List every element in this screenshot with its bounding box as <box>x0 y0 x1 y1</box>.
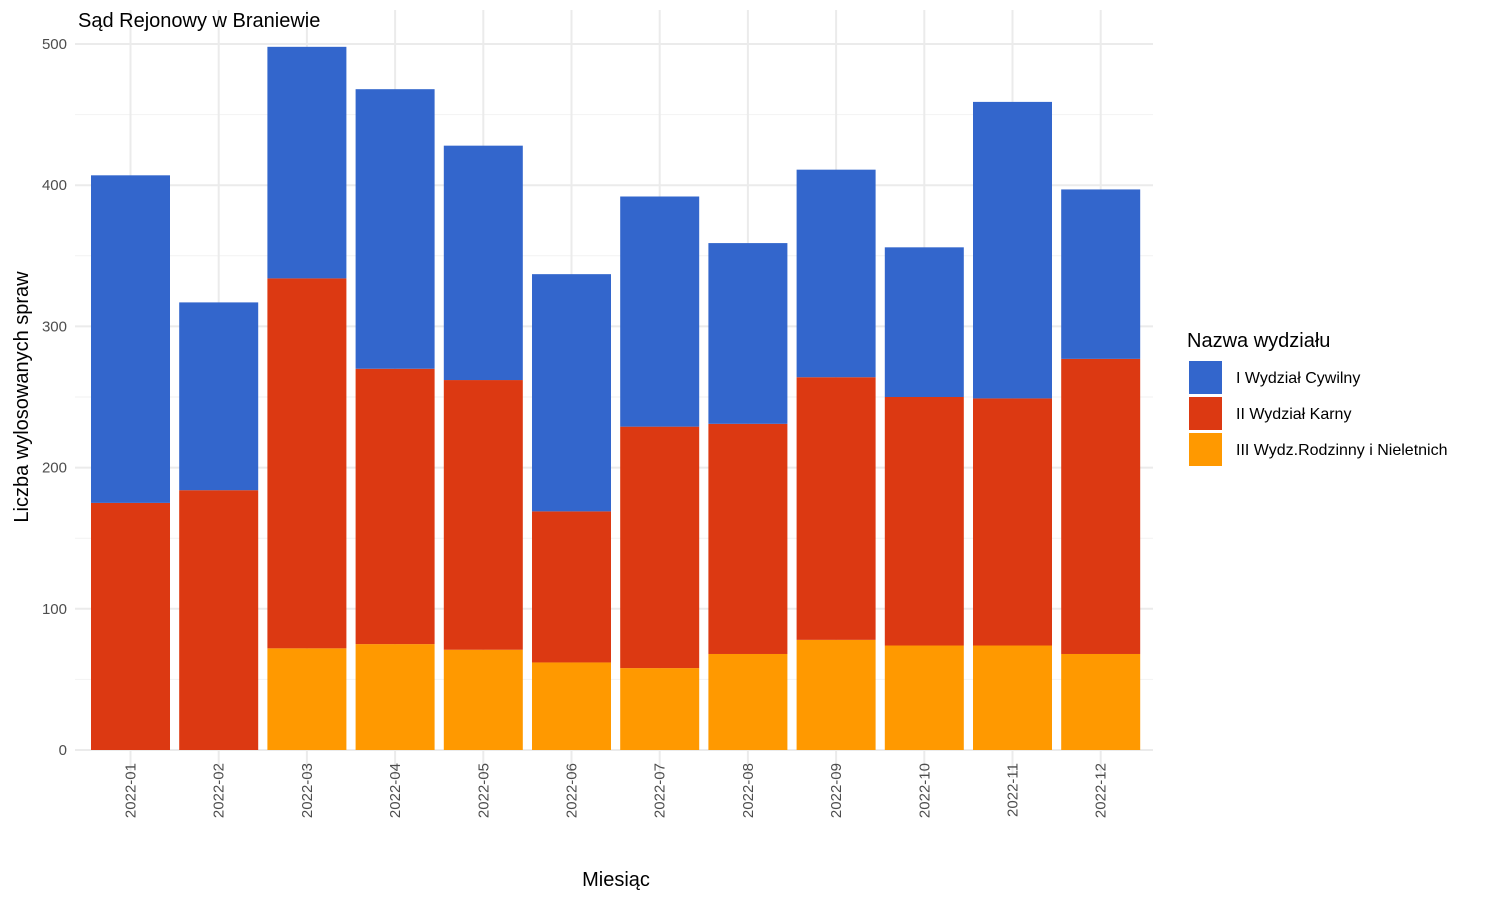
x-tick-label: 2022-10 <box>916 763 933 818</box>
bar-2022-06-ii-wydzia-karny <box>532 511 611 663</box>
bar-2022-04-iii-wydz-rodzinny-i-nieletnich <box>355 644 435 750</box>
x-tick-label: 2022-01 <box>123 763 140 818</box>
bar-2022-09-i-wydzia-cywilny <box>796 169 876 378</box>
y-tick-label: 200 <box>42 460 67 477</box>
x-axis-title: Miesiąc <box>582 869 650 891</box>
legend-label: III Wydz.Rodzinny i Nieletnich <box>1236 442 1448 459</box>
bar-2022-05-i-wydzia-cywilny <box>443 145 523 381</box>
y-tick-label: 500 <box>42 36 67 53</box>
bar-2022-03-i-wydzia-cywilny <box>267 46 347 279</box>
bar-2022-06-iii-wydz-rodzinny-i-nieletnich <box>532 662 611 750</box>
x-tick-label: 2022-03 <box>299 763 316 818</box>
bar-2022-11-iii-wydz-rodzinny-i-nieletnich <box>973 645 1052 750</box>
legend-label: I Wydział Cywilny <box>1236 370 1360 387</box>
bar-2022-01-i-wydzia-cywilny <box>91 175 170 503</box>
bar-2022-02-i-wydzia-cywilny <box>179 302 259 491</box>
legend-swatch <box>1189 433 1222 466</box>
bar-2022-12-i-wydzia-cywilny <box>1061 189 1141 359</box>
bar-2022-11-i-wydzia-cywilny <box>973 101 1052 399</box>
y-axis-title: Liczba wylosowanych spraw <box>11 271 33 523</box>
bar-2022-05-iii-wydz-rodzinny-i-nieletnich <box>443 649 523 750</box>
bar-2022-01-ii-wydzia-karny <box>91 502 170 750</box>
bar-2022-05-ii-wydzia-karny <box>443 380 523 650</box>
bar-2022-03-iii-wydz-rodzinny-i-nieletnich <box>267 648 347 750</box>
x-tick-label: 2022-08 <box>740 763 757 818</box>
x-tick-label: 2022-07 <box>652 763 669 818</box>
legend-swatch <box>1189 397 1222 430</box>
bar-2022-09-ii-wydzia-karny <box>796 377 876 640</box>
bar-2022-12-ii-wydzia-karny <box>1061 358 1141 654</box>
bar-2022-10-i-wydzia-cywilny <box>884 247 964 397</box>
legend-title: Nazwa wydziału <box>1187 330 1330 352</box>
bar-2022-10-iii-wydz-rodzinny-i-nieletnich <box>884 645 964 750</box>
y-tick-label: 400 <box>42 177 67 194</box>
x-tick-label: 2022-12 <box>1093 763 1110 818</box>
x-tick-label: 2022-06 <box>564 763 581 818</box>
bar-2022-03-ii-wydzia-karny <box>267 278 347 649</box>
bar-2022-12-iii-wydz-rodzinny-i-nieletnich <box>1061 653 1141 750</box>
y-axis-ticks: 0 100 200 300 400 500 <box>42 36 67 759</box>
bar-2022-11-ii-wydzia-karny <box>973 398 1052 646</box>
bar-2022-08-i-wydzia-cywilny <box>708 243 788 424</box>
legend-swatch <box>1189 361 1222 394</box>
bar-2022-07-iii-wydz-rodzinny-i-nieletnich <box>620 668 700 750</box>
bar-2022-07-ii-wydzia-karny <box>620 426 700 669</box>
x-tick-label: 2022-05 <box>475 763 492 818</box>
x-tick-label: 2022-11 <box>1005 763 1022 817</box>
bar-2022-07-i-wydzia-cywilny <box>620 196 700 427</box>
bars-layer <box>91 46 1141 750</box>
x-tick-label: 2022-09 <box>828 763 845 818</box>
bar-2022-04-ii-wydzia-karny <box>355 368 435 645</box>
y-tick-label: 0 <box>59 742 67 759</box>
x-tick-label: 2022-02 <box>211 763 228 818</box>
x-axis-ticks: 2022-01 2022-02 2022-03 2022-04 2022-05 2022-… <box>123 763 1110 818</box>
legend-label: II Wydział Karny <box>1236 406 1351 423</box>
y-tick-label: 300 <box>42 318 67 335</box>
bar-2022-06-i-wydzia-cywilny <box>532 274 611 512</box>
bar-2022-09-iii-wydz-rodzinny-i-nieletnich <box>796 639 876 750</box>
bar-2022-04-i-wydzia-cywilny <box>355 89 435 369</box>
x-tick-label: 2022-04 <box>387 763 404 818</box>
bar-2022-02-ii-wydzia-karny <box>179 490 259 750</box>
chart-title: Sąd Rejonowy w Braniewie <box>78 10 320 32</box>
legend: Nazwa wydziału I Wydział Cywilny II Wydzi… <box>1187 330 1448 466</box>
bar-2022-10-ii-wydzia-karny <box>884 397 964 646</box>
bar-2022-08-ii-wydzia-karny <box>708 423 788 654</box>
bar-2022-08-iii-wydz-rodzinny-i-nieletnich <box>708 653 788 750</box>
y-tick-label: 100 <box>42 601 67 618</box>
